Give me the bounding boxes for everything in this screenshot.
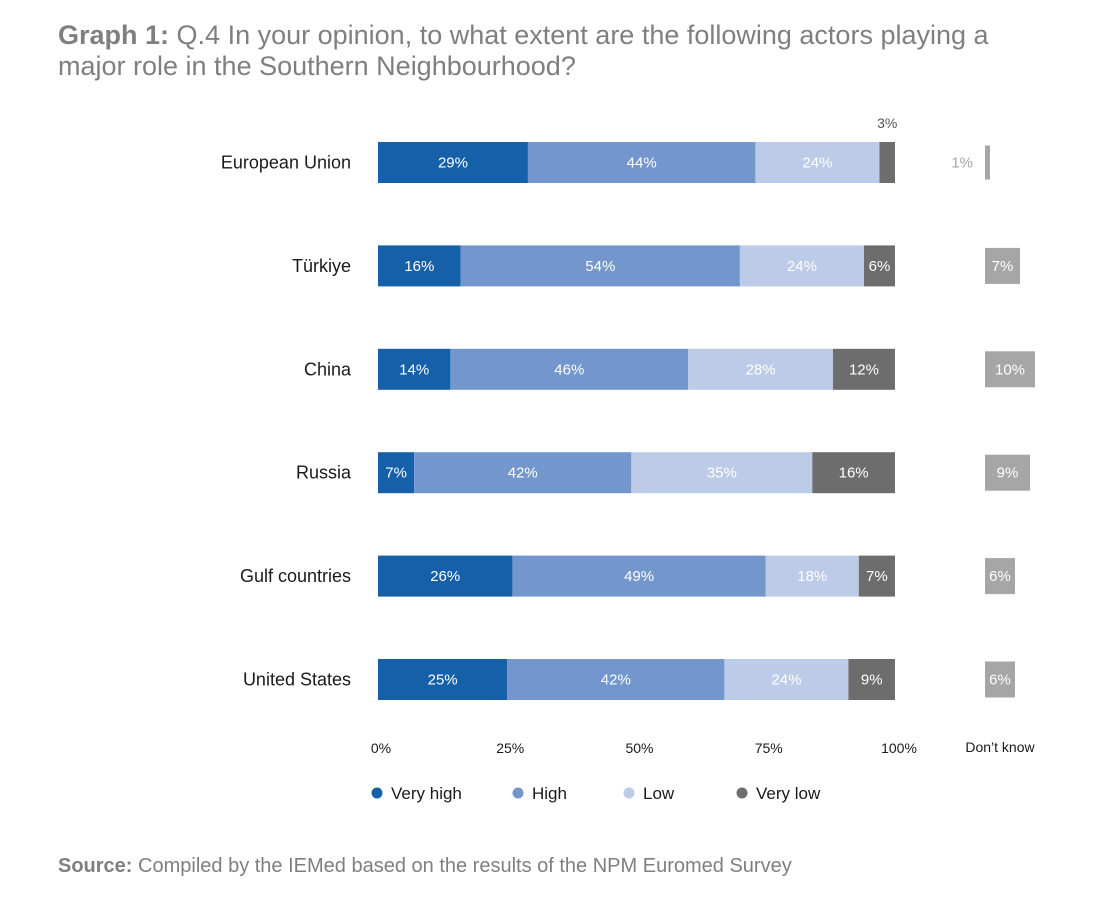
bar-segment-t-rkiye-very-high	[378, 245, 461, 287]
bar-segment-china-low	[688, 348, 833, 390]
dont-know-label: 6%	[989, 568, 1011, 585]
chart-title-text: Q.4 In your opinion, to what extent are …	[58, 20, 989, 81]
category-label-gulf-countries: Gulf countries	[240, 566, 351, 586]
bar-segment-united-states-very-high	[378, 659, 508, 700]
data-label: 28%	[746, 361, 776, 378]
data-label: 24%	[787, 258, 817, 275]
data-label: 35%	[707, 465, 737, 482]
bar-segment-russia-very-high	[378, 452, 415, 494]
x-tick-label: 25%	[496, 740, 524, 756]
dont-know-label: 9%	[997, 465, 1019, 482]
x-tick-label: 0%	[371, 740, 391, 756]
dont-know-bar-gulf-countries	[985, 558, 1015, 595]
data-label: 44%	[627, 155, 657, 172]
source-text: Compiled by the IEMed based on the resul…	[138, 855, 792, 877]
stacked-bar-chart: European Union 29% 44% 24% 3% 1% Türkiye 16% 54%…	[221, 115, 1036, 803]
data-label: 14%	[399, 361, 429, 378]
category-label-russia: Russia	[296, 463, 352, 483]
dont-know-bar-united-states	[985, 661, 1015, 698]
legend-label: Very high	[391, 784, 462, 803]
bar-segment-gulf-countries-low	[765, 555, 859, 597]
bar-segment-united-states-very-low	[848, 659, 895, 700]
legend-label: High	[532, 784, 567, 803]
bar-segment-t-rkiye-high	[460, 245, 740, 287]
category-label-united-states: United States	[243, 670, 351, 690]
data-label: 42%	[508, 465, 538, 482]
dont-know-label: 7%	[992, 258, 1014, 275]
legend-marker-very-high	[371, 787, 383, 799]
dont-know-bar-china	[985, 351, 1035, 388]
bar-segment-russia-very-low	[812, 452, 895, 494]
bar-segment-t-rkiye-very-low	[863, 245, 895, 287]
data-label: 46%	[554, 361, 584, 378]
data-label: 7%	[385, 465, 407, 482]
category-label-european-union: European Union	[221, 153, 351, 173]
data-label: 6%	[869, 258, 891, 275]
dont-know-label: 6%	[989, 672, 1011, 689]
legend-label: Very low	[756, 784, 821, 803]
data-label: 16%	[404, 258, 434, 275]
data-label: 12%	[849, 361, 879, 378]
dont-know-bar-t-rkiye	[985, 247, 1020, 284]
bar-segment-russia-high	[414, 452, 632, 494]
bar-segment-united-states-low	[724, 659, 849, 700]
category-label-t-rkiye: Türkiye	[292, 256, 351, 276]
legend-marker-very-low	[736, 787, 748, 799]
bar-segment-t-rkiye-low	[739, 245, 864, 287]
data-label: 16%	[839, 465, 869, 482]
dont-know-axis-label: Don’t know	[965, 739, 1035, 755]
bar-segment-european-union-very-high	[378, 142, 528, 183]
bar-segment-gulf-countries-high	[512, 555, 766, 597]
data-label: 29%	[438, 155, 468, 172]
x-tick-label: 50%	[625, 740, 653, 756]
data-label: 24%	[771, 672, 801, 689]
dont-know-bar-european-union	[985, 145, 990, 180]
source-note: Source: Compiled by the IEMed based on t…	[58, 855, 792, 878]
legend-marker-high	[512, 787, 524, 799]
bar-segment-european-union-high	[527, 142, 756, 183]
data-label: 26%	[430, 568, 460, 585]
bar-segment-gulf-countries-very-high	[378, 555, 513, 597]
data-label: 7%	[866, 568, 888, 585]
dont-know-label: 10%	[995, 361, 1025, 378]
source-prefix: Source:	[58, 855, 133, 877]
data-label: 9%	[861, 672, 883, 689]
bar-segment-gulf-countries-very-low	[858, 555, 895, 597]
data-label: 18%	[797, 568, 827, 585]
legend-label: Low	[643, 784, 675, 803]
legend-marker-low	[623, 787, 635, 799]
bar-segment-china-very-high	[378, 348, 451, 390]
dont-know-bar-russia	[985, 454, 1030, 491]
data-label: 24%	[802, 155, 832, 172]
data-label: 42%	[601, 672, 631, 689]
x-tick-label: 100%	[881, 740, 917, 756]
bar-segment-european-union-very-low	[879, 142, 895, 183]
data-label-outside: 3%	[877, 115, 897, 131]
bar-segment-china-high	[450, 348, 689, 390]
bar-segment-russia-low	[631, 452, 813, 494]
chart-title-prefix: Graph 1:	[58, 20, 170, 50]
bar-segment-european-union-low	[755, 142, 880, 183]
data-label: 49%	[624, 568, 654, 585]
bar-segment-united-states-high	[507, 659, 725, 700]
data-label: 54%	[585, 258, 615, 275]
category-label-china: China	[304, 359, 352, 379]
bar-segment-china-very-low	[832, 348, 895, 390]
x-tick-label: 75%	[755, 740, 783, 756]
data-label: 25%	[428, 672, 458, 689]
chart-title: Graph 1: Q.4 In your opinion, to what ex…	[58, 20, 1058, 82]
dont-know-label: 1%	[951, 155, 973, 172]
